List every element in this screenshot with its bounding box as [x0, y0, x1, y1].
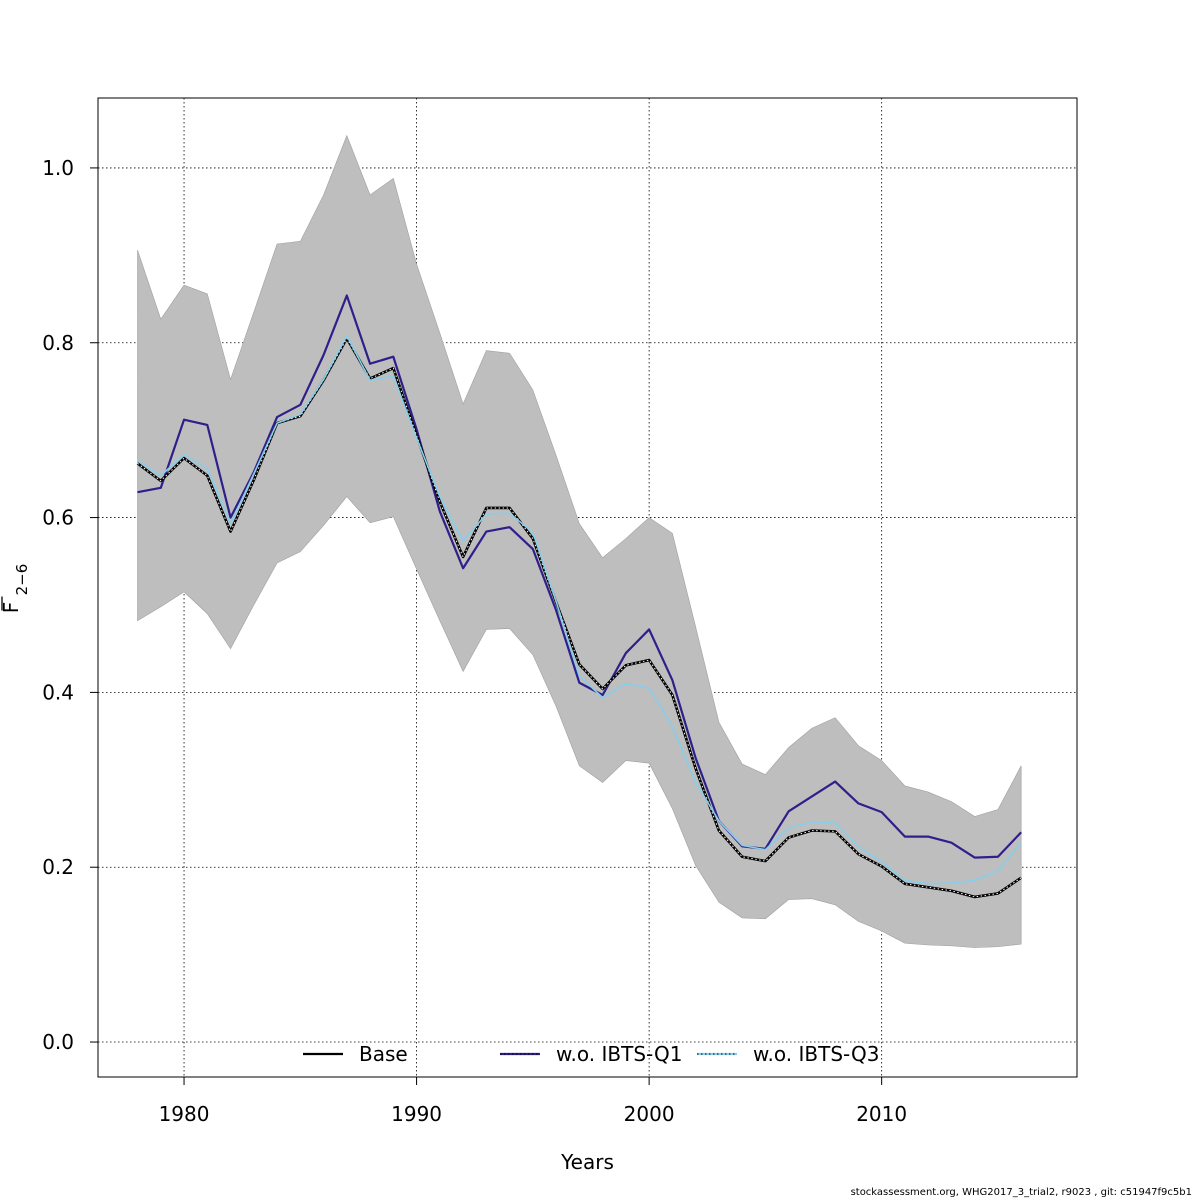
series-line-wo-ibts-q3	[137, 334, 1022, 885]
confidence-band-area	[137, 134, 1022, 948]
y-tick-label: 0.0	[42, 1030, 74, 1054]
y-tick-label: 0.2	[42, 855, 74, 879]
x-axis-title: Years	[560, 1150, 614, 1174]
series-line-wo-ibts-q1	[137, 294, 1022, 859]
svg-text:F 2−6: F 2−6	[0, 564, 31, 614]
y-tick-label: 0.4	[42, 680, 74, 704]
y-axis: 0.0 0.2 0.4 0.6 0.8 1.0	[42, 156, 98, 1054]
legend-label: w.o. IBTS-Q3	[753, 1042, 879, 1066]
x-tick-label: 1990	[391, 1102, 442, 1126]
x-tick-label: 2010	[856, 1102, 907, 1126]
y-tick-label: 0.6	[42, 506, 74, 530]
y-axis-title-subscript: 2−6	[13, 564, 31, 596]
y-axis-title-main: F	[0, 602, 23, 614]
series-lines	[136, 294, 1022, 899]
y-axis-title: F 2−6	[0, 564, 31, 614]
y-tick-label: 0.8	[42, 331, 74, 355]
plot-frame	[97, 97, 1078, 1078]
legend-label: w.o. IBTS-Q1	[556, 1042, 682, 1066]
legend: Base w.o. IBTS-Q1 w.o. IBTS-Q3	[303, 1042, 879, 1066]
footer-credit: stockassessment.org, WHG2017_3_trial2, r…	[850, 1187, 1192, 1198]
confidence-band	[137, 134, 1022, 948]
x-axis: 1980 1990 2000 2010	[159, 1077, 907, 1126]
x-tick-label: 1980	[159, 1102, 210, 1126]
x-tick-label: 2000	[624, 1102, 675, 1126]
legend-label: Base	[359, 1042, 408, 1066]
y-tick-label: 1.0	[42, 156, 74, 180]
